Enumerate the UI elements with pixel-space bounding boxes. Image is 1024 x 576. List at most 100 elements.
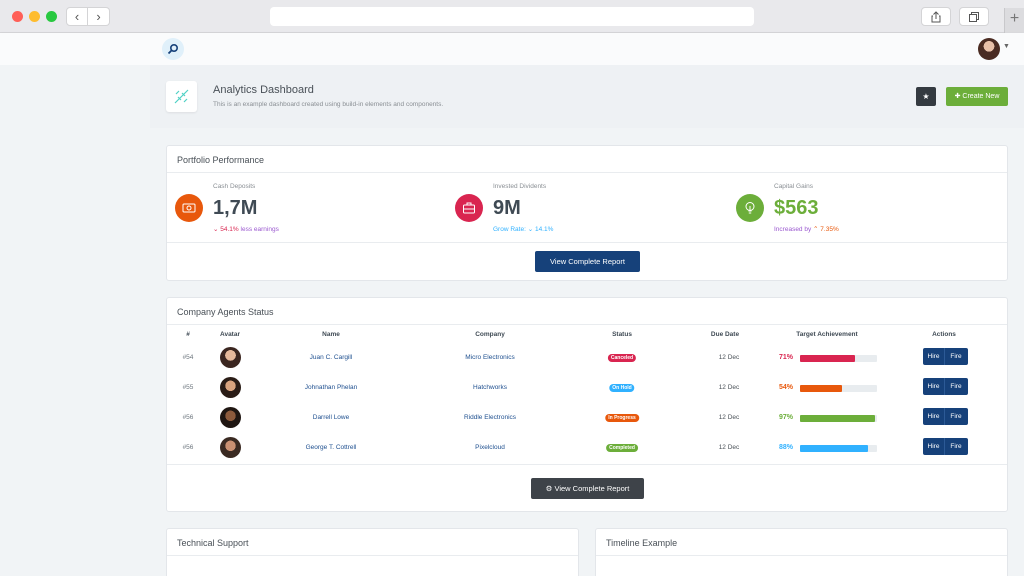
target-progress-bar [800,355,877,362]
close-window-button[interactable] [12,11,23,22]
actions-group: Hire Fire [923,348,968,365]
briefcase-icon [455,194,483,222]
progress-fill [800,415,875,422]
target-percent: 88% [779,444,794,451]
agent-company[interactable]: Pixelcloud [475,444,505,451]
avatar [220,437,241,458]
avatar [220,407,241,428]
widget-label: Capital Gains [774,183,814,190]
tabs-icon [969,12,979,22]
actions-group: Hire Fire [923,408,968,425]
trend-value: 14.1% [534,226,554,233]
view-report-button[interactable]: View Complete Report [535,251,640,272]
trend-value: 54.1% [220,226,239,233]
sidebar [0,65,150,576]
target-percent: 97% [779,414,794,421]
create-new-label: Create New [962,93,1000,100]
agent-company[interactable]: Micro Electronics [465,354,515,361]
due-date: 12 Dec [718,444,740,451]
lightbulb-icon [736,194,764,222]
hire-button[interactable]: Hire [923,378,945,395]
agents-header: Company Agents Status [167,298,1007,325]
due-date: 12 Dec [718,384,740,391]
due-date: 12 Dec [718,414,740,421]
widget-trend: Grow Rate: ⌄ 14.1% [493,225,553,233]
trend-down-icon: ⌄ [213,226,219,233]
agents-card: Company Agents Status # Avatar Name Comp… [166,297,1008,512]
create-new-button[interactable]: ✚ Create New [946,87,1008,106]
status-badge: In Progress [605,414,639,422]
column-header-company: Company [475,331,505,338]
forward-button[interactable]: › [88,7,110,26]
browser-toolbar: ‹ › + [0,0,1024,33]
star-icon: ★ [922,92,930,101]
page-title: Analytics Dashboard [213,84,314,96]
fire-button[interactable]: Fire [950,383,962,390]
timeline-header: Timeline Example [596,529,1007,556]
view-report-button[interactable]: ⚙ View Complete Report [531,478,644,499]
minimize-window-button[interactable] [29,11,40,22]
status-badge: Completed [606,444,638,452]
target-progress-bar [800,445,877,452]
agent-company[interactable]: Hatchworks [473,384,507,391]
back-button[interactable]: ‹ [66,7,88,26]
progress-fill [800,445,868,452]
new-tab-button[interactable]: + [1004,8,1024,33]
trend-value: 7.35% [820,226,839,233]
search-button[interactable] [162,38,184,60]
column-header-number: # [186,331,190,338]
table-row: #54 Juan C. Cargill Micro Electronics Ca… [167,344,1007,374]
status-badge: On Hold [609,384,635,392]
widget-value: $563 [774,197,819,219]
agent-name[interactable]: Darrell Lowe [312,414,350,421]
address-bar[interactable] [270,7,754,26]
chevron-down-icon[interactable]: ▼ [1003,43,1010,50]
fire-button[interactable]: Fire [950,413,962,420]
widget-label: Invested Dividents [493,183,547,190]
share-icon [931,11,941,23]
agent-name[interactable]: Juan C. Cargill [309,354,353,361]
cash-icon [175,194,203,222]
hire-button[interactable]: Hire [923,438,945,455]
trend-text: less earnings [240,226,279,233]
divider [167,464,1007,465]
maximize-window-button[interactable] [46,11,57,22]
search-icon [167,43,179,55]
column-header-due-date: Due Date [710,331,740,338]
progress-fill [800,385,842,392]
widget-invested-dividents: Invested Dividents 9M Grow Rate: ⌄ 14.1% [447,181,707,236]
hire-button[interactable]: Hire [923,408,945,425]
trend-up-icon: ⌃ [813,226,819,233]
agent-name[interactable]: Johnathan Phelan [304,384,358,391]
trend-down-icon: ⌄ [527,226,534,233]
row-number: #56 [182,414,194,421]
table-row: #55 Johnathan Phelan Hatchworks On Hold … [167,374,1007,404]
show-tabs-button[interactable] [959,7,989,26]
row-number: #56 [182,444,194,451]
column-header-target: Target Achievement [796,331,858,338]
agent-company[interactable]: Riddle Electronics [463,414,517,421]
column-header-name: Name [322,331,340,338]
fire-button[interactable]: Fire [950,443,962,450]
share-button[interactable] [921,7,951,26]
divider [167,242,1007,243]
favorite-button[interactable]: ★ [916,87,936,106]
hire-button[interactable]: Hire [923,348,945,365]
actions-group: Hire Fire [923,438,968,455]
gear-icon: ⚙ [545,484,553,493]
avatar [220,347,241,368]
trend-text: Grow Rate: [493,226,526,233]
widget-value: 9M [493,197,521,219]
agent-name[interactable]: George T. Cottrell [305,444,357,451]
progress-fill [800,355,855,362]
portfolio-header: Portfolio Performance [167,146,1007,173]
dashboard-icon [166,81,197,112]
user-avatar[interactable] [978,38,1000,60]
target-percent: 71% [779,354,794,361]
widget-value: 1,7M [213,197,258,219]
fire-button[interactable]: Fire [950,353,962,360]
trend-text: Increased by [774,226,812,233]
portfolio-card: Portfolio Performance Cash Deposits 1,7M… [166,145,1008,281]
target-percent: 54% [779,384,794,391]
widget-trend: Increased by ⌃ 7.35% [774,225,839,233]
